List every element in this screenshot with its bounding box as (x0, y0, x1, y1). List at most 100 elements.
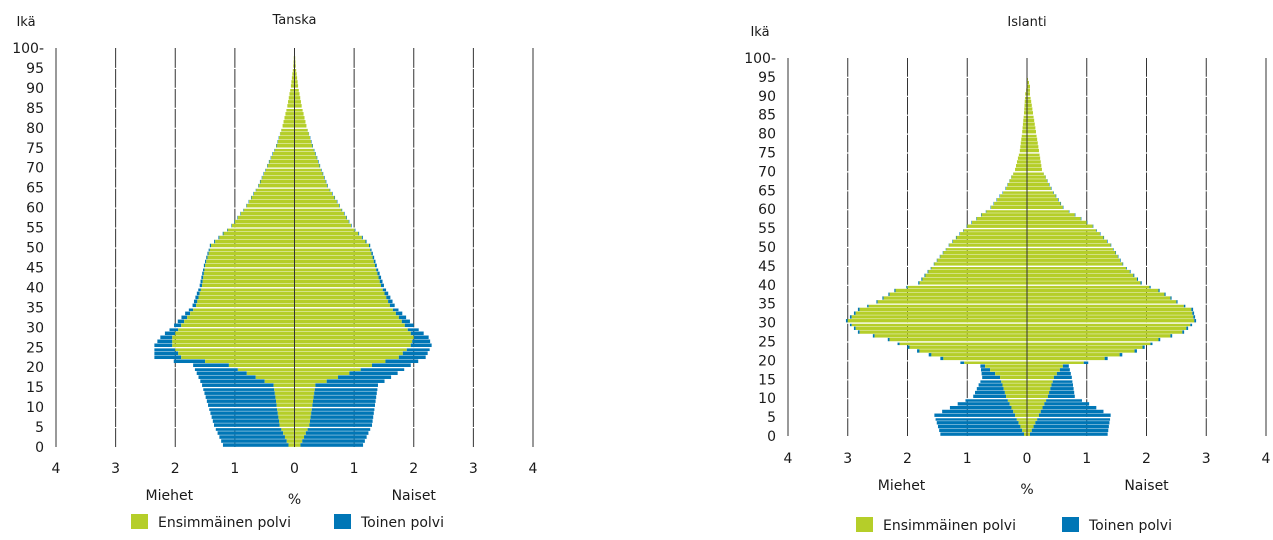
bar-ensimmainen-polvi-miehet (1000, 375, 1027, 380)
bar-ensimmainen-polvi-naiset (1027, 319, 1195, 323)
bar-toinen-polvi-naiset (1062, 205, 1064, 210)
bar-toinen-polvi-naiset (1044, 402, 1090, 406)
x-tick-label: 3 (1202, 451, 1211, 467)
bar-ensimmainen-polvi-miehet (928, 269, 1027, 274)
bar-ensimmainen-polvi-miehet (269, 159, 295, 164)
bar-ensimmainen-polvi-naiset (294, 140, 312, 144)
bar-ensimmainen-polvi-miehet (286, 108, 295, 112)
bar-ensimmainen-polvi-naiset (294, 295, 387, 300)
bar-toinen-polvi-naiset (398, 355, 426, 360)
bar-ensimmainen-polvi-naiset (1027, 296, 1171, 300)
bar-ensimmainen-polvi-miehet (877, 300, 1027, 304)
bar-toinen-polvi-naiset (1194, 319, 1197, 323)
bar-ensimmainen-polvi-naiset (1027, 232, 1100, 236)
bar-ensimmainen-polvi-miehet (273, 151, 295, 156)
bar-toinen-polvi-miehet (906, 285, 908, 289)
bar-toinen-polvi-miehet (930, 266, 932, 270)
bar-ensimmainen-polvi-miehet (972, 220, 1027, 225)
bar-toinen-polvi-miehet (921, 277, 923, 281)
bar-ensimmainen-polvi-miehet (1003, 190, 1027, 194)
bar-toinen-polvi-naiset (1055, 194, 1057, 198)
bar-ensimmainen-polvi-miehet (277, 407, 295, 411)
bar-ensimmainen-polvi-naiset (294, 239, 366, 244)
bar-ensimmainen-polvi-miehet (1024, 111, 1027, 115)
bar-toinen-polvi-naiset (312, 399, 376, 403)
bar-toinen-polvi-naiset (1164, 292, 1166, 296)
bar-ensimmainen-polvi-naiset (1027, 152, 1040, 157)
bar-toinen-polvi-naiset (321, 167, 322, 172)
bar-ensimmainen-polvi-miehet (203, 271, 295, 276)
bar-toinen-polvi-miehet (982, 375, 1001, 380)
bar-ensimmainen-polvi-miehet (286, 439, 295, 443)
bar-ensimmainen-polvi-naiset (1027, 126, 1036, 130)
bar-ensimmainen-polvi-miehet (1021, 133, 1027, 138)
bar-toinen-polvi-naiset (360, 367, 405, 371)
bar-ensimmainen-polvi-naiset (294, 327, 408, 332)
bar-ensimmainen-polvi-naiset (1027, 432, 1030, 436)
bar-ensimmainen-polvi-miehet (276, 403, 295, 407)
bar-ensimmainen-polvi-miehet (963, 228, 1027, 232)
bar-toinen-polvi-miehet (965, 398, 1008, 402)
y-tick-label: 55 (758, 221, 776, 237)
bar-toinen-polvi-naiset (1068, 209, 1070, 213)
bar-ensimmainen-polvi-miehet (288, 443, 295, 447)
bar-ensimmainen-polvi-naiset (294, 147, 314, 152)
y-tick-label: 25 (758, 335, 776, 351)
bar-ensimmainen-polvi-miehet (281, 128, 295, 132)
bar-ensimmainen-polvi-miehet (184, 319, 295, 324)
bar-toinen-polvi-miehet (215, 427, 282, 431)
bar-ensimmainen-polvi-naiset (1027, 353, 1120, 357)
bar-toinen-polvi-miehet (267, 163, 268, 168)
bar-ensimmainen-polvi-naiset (1027, 383, 1052, 387)
bar-toinen-polvi-miehet (937, 424, 1021, 429)
bar-ensimmainen-polvi-miehet (940, 254, 1027, 259)
bar-toinen-polvi-naiset (1149, 285, 1151, 289)
bar-toinen-polvi-naiset (1191, 307, 1194, 312)
bar-ensimmainen-polvi-miehet (874, 334, 1027, 338)
bar-toinen-polvi-miehet (978, 383, 1003, 387)
x-axis-unit-label: % (288, 492, 301, 508)
bar-toinen-polvi-naiset (1031, 428, 1109, 433)
bar-toinen-polvi-miehet (185, 311, 191, 316)
bar-ensimmainen-polvi-naiset (294, 211, 344, 216)
bar-ensimmainen-polvi-naiset (294, 407, 312, 411)
bar-toinen-polvi-miehet (261, 175, 263, 180)
bar-toinen-polvi-naiset (325, 179, 327, 184)
bar-toinen-polvi-naiset (1053, 375, 1072, 380)
bar-ensimmainen-polvi-miehet (909, 345, 1027, 349)
bar-toinen-polvi-miehet (154, 355, 182, 360)
bar-toinen-polvi-miehet (214, 423, 280, 427)
bar-ensimmainen-polvi-miehet (925, 273, 1027, 278)
left-side-label: Miehet (878, 478, 926, 494)
bar-ensimmainen-polvi-naiset (1027, 99, 1032, 104)
legend-swatch-ensimmainen-polvi (856, 517, 873, 532)
bar-ensimmainen-polvi-naiset (1027, 300, 1177, 304)
bar-ensimmainen-polvi-miehet (1016, 417, 1027, 421)
bar-ensimmainen-polvi-miehet (281, 427, 295, 431)
bar-ensimmainen-polvi-naiset (1027, 137, 1038, 141)
bar-ensimmainen-polvi-miehet (946, 247, 1027, 251)
bar-ensimmainen-polvi-naiset (1027, 424, 1034, 429)
bar-ensimmainen-polvi-naiset (1027, 258, 1121, 262)
bar-ensimmainen-polvi-naiset (294, 175, 325, 180)
bar-toinen-polvi-miehet (181, 315, 188, 320)
bar-toinen-polvi-miehet (204, 391, 275, 395)
bar-ensimmainen-polvi-miehet (284, 435, 295, 439)
bar-toinen-polvi-naiset (1033, 424, 1109, 429)
bar-toinen-polvi-miehet (211, 415, 279, 419)
bar-toinen-polvi-miehet (270, 155, 272, 160)
y-tick-label: 90 (26, 81, 44, 97)
bar-ensimmainen-polvi-miehet (193, 307, 295, 312)
bar-toinen-polvi-miehet (948, 243, 950, 247)
bar-toinen-polvi-miehet (274, 147, 275, 152)
bar-toinen-polvi-miehet (867, 303, 869, 308)
bar-toinen-polvi-naiset (341, 207, 343, 212)
bar-ensimmainen-polvi-miehet (234, 219, 295, 224)
bar-ensimmainen-polvi-naiset (1027, 167, 1042, 172)
bar-toinen-polvi-miehet (243, 207, 244, 212)
bar-ensimmainen-polvi-miehet (943, 251, 1027, 255)
bar-ensimmainen-polvi-naiset (1027, 130, 1036, 134)
bar-ensimmainen-polvi-naiset (294, 120, 306, 124)
bar-toinen-polvi-naiset (389, 303, 395, 308)
bar-toinen-polvi-miehet (250, 195, 252, 200)
